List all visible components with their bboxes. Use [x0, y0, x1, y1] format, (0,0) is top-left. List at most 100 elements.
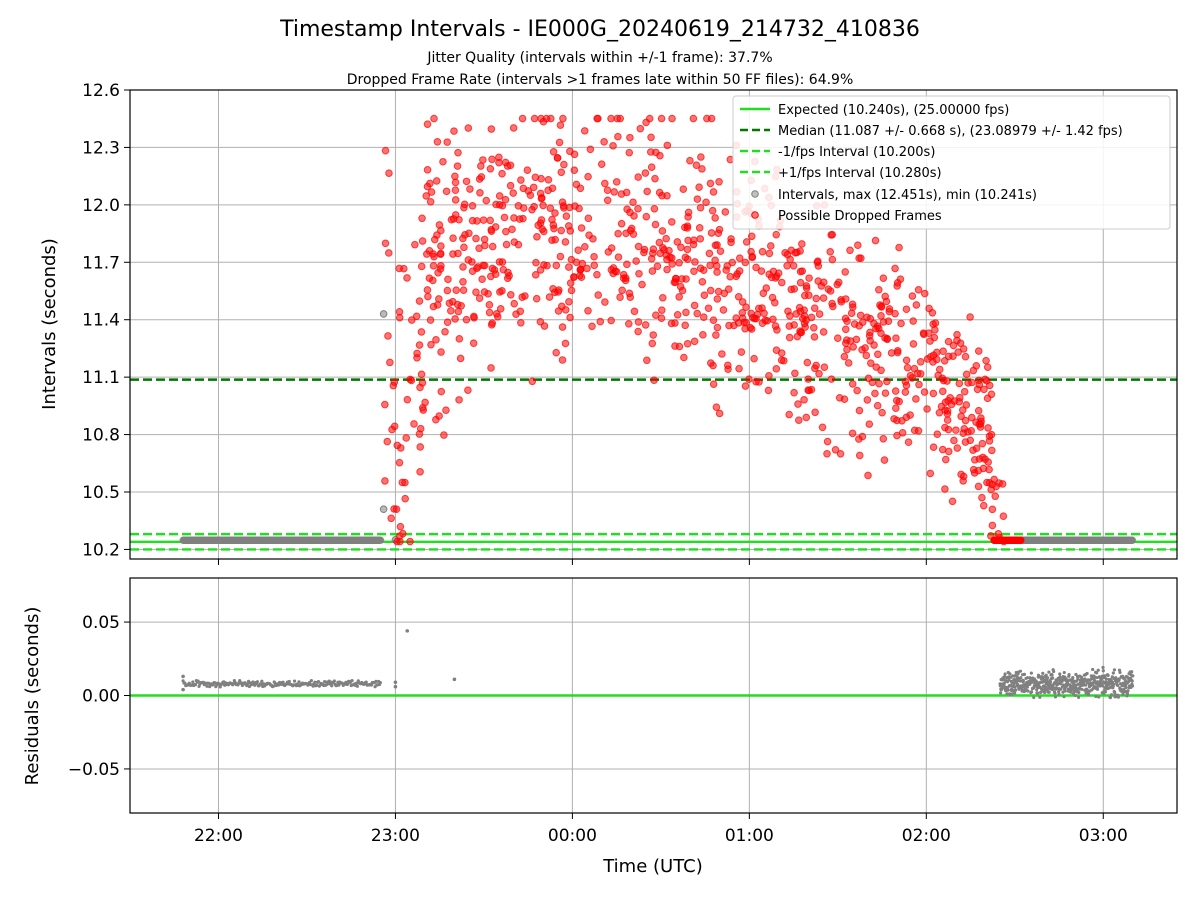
dropped-frame-point — [944, 337, 953, 346]
dropped-frame-point — [488, 155, 496, 164]
dropped-frame-point — [567, 286, 576, 295]
dropped-frame-point — [881, 389, 890, 397]
dropped-frame-point — [675, 258, 683, 267]
dropped-frame-point — [824, 285, 833, 294]
residual-point — [191, 680, 195, 684]
residual-point — [330, 684, 334, 688]
residual-point — [1050, 676, 1055, 680]
dropped-frame-point — [846, 246, 854, 255]
dropped-frame-point — [562, 212, 571, 220]
residual-point — [1130, 670, 1134, 674]
dropped-frame-point — [440, 431, 448, 439]
dropped-frame-point — [442, 406, 450, 414]
dropped-frame-point — [642, 212, 651, 221]
dropped-frame-point — [875, 285, 883, 294]
dropped-frame-point — [588, 322, 596, 331]
dropped-frame-point — [692, 161, 701, 170]
dropped-frame-point — [698, 278, 707, 286]
x-tick-label: 03:00 — [1079, 826, 1128, 846]
dropped-frame-point — [396, 522, 405, 531]
residual-point — [998, 691, 1003, 695]
dropped-frame-point — [696, 235, 705, 243]
dropped-frame-point — [658, 306, 666, 314]
dropped-frame-point — [763, 317, 771, 325]
dropped-frame-point — [532, 258, 540, 267]
dropped-frame-point — [715, 409, 724, 418]
dropped-frame-point — [772, 272, 781, 281]
dropped-frame-point — [574, 246, 582, 254]
dropped-frame-point — [805, 274, 813, 282]
figure-title: Timestamp Intervals - IE000G_20240619_21… — [279, 17, 920, 42]
residual-point — [1020, 687, 1024, 692]
dropped-frame-point — [693, 309, 702, 318]
dropped-frame-point — [617, 219, 626, 228]
dropped-frame-point — [695, 183, 703, 191]
legend-dropped-label: Possible Dropped Frames — [778, 209, 942, 224]
dropped-frame-point — [652, 311, 660, 319]
dropped-frame-point — [566, 313, 574, 322]
dropped-frame-point — [877, 329, 885, 338]
residual-point — [1124, 685, 1128, 690]
residual-point — [1003, 672, 1007, 676]
intervals-points — [179, 114, 1137, 546]
residual-point — [1113, 690, 1117, 695]
dropped-frame-point — [561, 339, 570, 348]
residual-point — [350, 678, 354, 683]
dropped-frame-point — [836, 449, 845, 458]
dropped-frame-point — [643, 356, 651, 365]
dropped-frame-point — [415, 341, 424, 349]
dropped-frame-point — [516, 307, 525, 316]
dropped-frame-point — [531, 271, 540, 279]
residual-point — [281, 680, 285, 684]
dropped-frame-point — [961, 352, 970, 361]
dropped-frame-point — [929, 320, 937, 328]
dropped-frame-point — [893, 348, 902, 357]
dropped-frame-point — [706, 359, 715, 367]
interval-point — [379, 505, 388, 514]
dropped-frame-point — [742, 238, 751, 246]
residual-point — [452, 677, 457, 682]
dropped-frame-point — [403, 274, 411, 282]
dropped-frame-point — [815, 369, 823, 378]
dropped-frame-point — [442, 187, 451, 196]
dropped-frame-point — [988, 521, 997, 530]
residual-point — [1041, 671, 1045, 675]
dropped-frame-point — [650, 376, 658, 384]
dropped-frame-point — [622, 188, 631, 197]
dropped-frame-point — [759, 289, 768, 298]
dropped-frame-point — [866, 359, 875, 367]
dropped-frame-point — [381, 477, 389, 485]
dropped-frame-point — [882, 297, 891, 306]
figure-subtitle-jitter: Jitter Quality (intervals within +/-1 fr… — [426, 50, 772, 66]
dropped-frame-point — [741, 382, 750, 390]
residual-point — [1053, 695, 1058, 699]
dropped-frame-point — [443, 286, 452, 295]
dropped-frame-point — [659, 293, 667, 302]
dropped-frame-point — [745, 375, 753, 383]
residual-point — [1048, 680, 1053, 684]
dropped-frame-point — [879, 434, 888, 443]
dropped-frame-point — [847, 309, 856, 317]
dropped-frame-point — [944, 425, 953, 434]
residual-point — [1008, 672, 1012, 676]
dropped-frame-point — [662, 251, 671, 259]
intervals-y-tick-label: 10.2 — [82, 540, 120, 560]
dropped-frame-point — [381, 146, 390, 155]
residual-point — [1080, 687, 1084, 691]
residual-point — [1108, 685, 1112, 690]
residual-point — [1006, 688, 1010, 692]
dropped-frame-point — [548, 236, 556, 244]
dropped-frame-point — [430, 114, 438, 123]
residuals-panel: −0.05 0.00 0.05 22:00 23:00 00:00 01:00 02:00 0… — [22, 577, 1178, 877]
dropped-frame-point — [960, 387, 969, 396]
dropped-frame-point — [537, 174, 545, 183]
dropped-frame-point — [943, 377, 951, 385]
dropped-frame-point — [954, 348, 962, 356]
residual-point — [1002, 681, 1006, 685]
dropped-frame-point — [786, 312, 794, 320]
dropped-frame-point — [796, 278, 805, 287]
dropped-frame-point — [634, 242, 643, 251]
dropped-frame-point — [985, 479, 994, 487]
dropped-frame-point — [443, 138, 452, 146]
dropped-frame-point — [699, 331, 707, 339]
